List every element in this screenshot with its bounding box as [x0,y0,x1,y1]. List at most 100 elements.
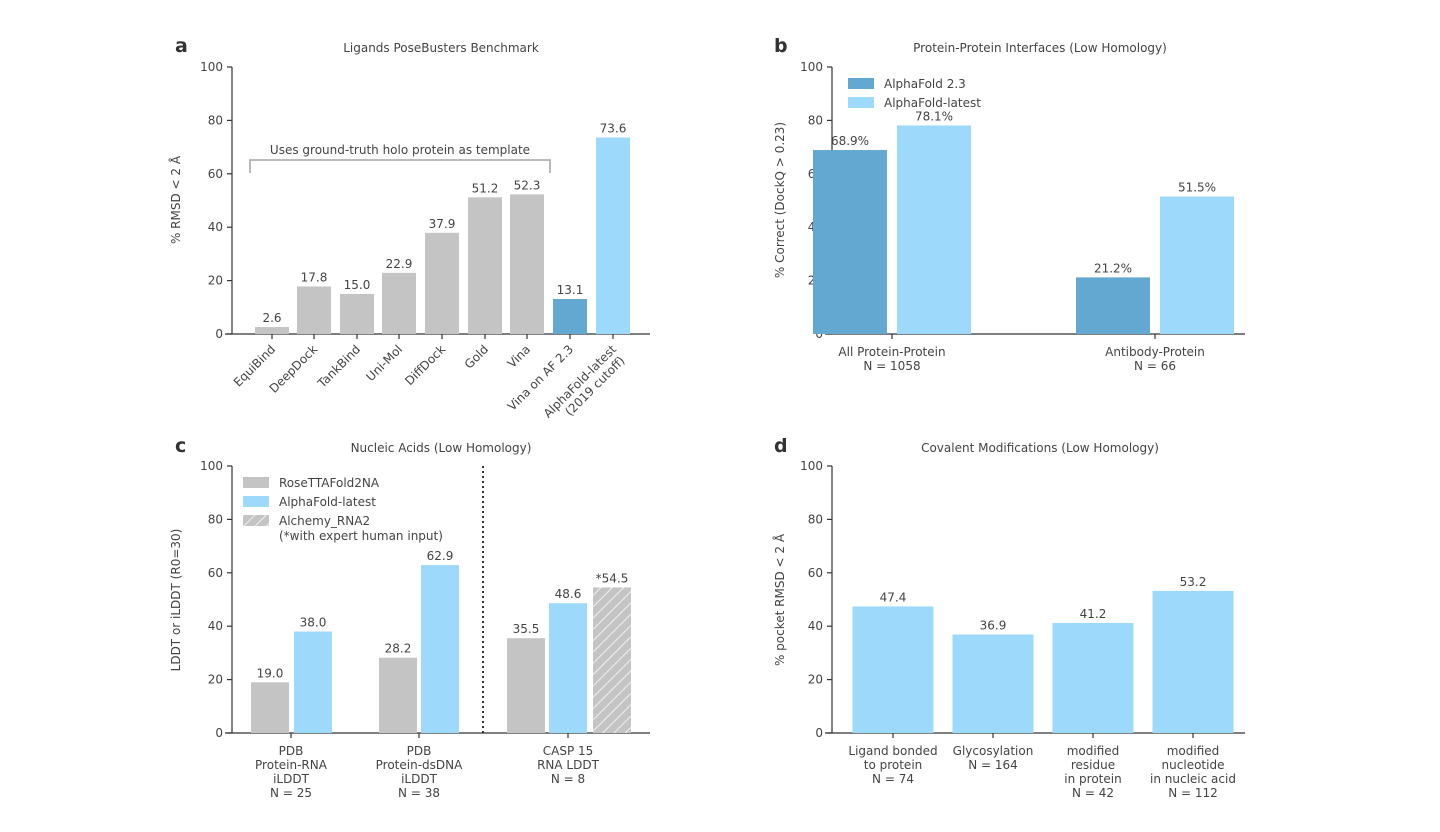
data-label: 38.0 [300,616,327,630]
y-axis-label: LDDT or iLDDT (R0=30) [169,529,183,672]
data-label: 41.2 [1080,607,1107,621]
panel-label: b [774,35,788,57]
x-tick-label: Uni-Mol [363,342,405,384]
data-label: 13.1 [557,283,584,297]
y-tick-label: 60 [808,566,823,580]
x-tick-label: DiffDock [402,342,448,388]
bar-rosettafold2na [251,682,289,733]
data-label: 17.8 [301,270,328,284]
bar-alphafold-2-3 [1076,277,1150,334]
bar-alphafold-latest [897,125,971,335]
bar-gold [468,197,502,334]
data-label: 62.9 [427,549,454,563]
legend-swatch [848,78,874,89]
y-tick-label: 100 [800,459,823,473]
bar-category-3 [1152,590,1234,733]
legend-swatch [243,496,269,507]
x-tick-label: Antibody-Protein N = 66 [1105,345,1205,373]
y-tick-label: 60 [208,566,223,580]
x-tick-label: modified residue in protein N = 42 [1064,744,1121,800]
x-tick-label: PDB Protein-dsDNA iLDDT N = 38 [376,744,463,800]
bar-uni-mol [382,272,416,334]
data-label: 35.5 [513,622,540,636]
data-label: 37.9 [429,217,456,231]
bar-category-0 [852,606,934,733]
data-label: 36.9 [980,618,1007,632]
legend-label: Alchemy_RNA2 (*with expert human input) [279,514,443,543]
y-tick-label: 80 [208,512,223,526]
y-tick-label: 40 [208,619,223,633]
bar-diffdock [425,232,459,334]
x-tick-label: modified nucleotide in nucleic acid N = 112 [1150,744,1236,800]
y-tick-label: 80 [808,113,823,127]
y-tick-label: 100 [200,459,223,473]
annotation-bracket [249,159,551,173]
panel-label: a [175,35,188,57]
y-tick-label: 20 [208,274,223,288]
y-tick-label: 40 [808,619,823,633]
data-label: 22.9 [386,257,413,271]
bar-vina-on-af-2-3 [553,299,587,334]
legend-label: AlphaFold-latest [279,495,376,509]
y-tick-label: 100 [800,60,823,74]
x-tick-label: Vina [505,342,533,370]
bar-alphafold-latest [596,137,630,334]
data-label: 52.3 [514,178,541,192]
y-tick-label: 60 [208,167,223,181]
data-label: 51.5% [1178,180,1216,194]
y-tick-label: 0 [215,327,223,341]
x-tick-label: All Protein-Protein N = 1058 [838,345,945,373]
y-tick-label: 0 [815,726,823,740]
y-tick-label: 40 [208,220,223,234]
y-tick-label: 20 [808,673,823,687]
data-label: 15.0 [344,278,371,292]
y-axis-label: % RMSD < 2 Å [168,155,183,244]
bar-alphafold-latest [294,631,332,733]
y-tick-label: 0 [215,726,223,740]
bar-category-2 [1052,622,1134,733]
x-tick-label: Ligand bonded to protein N = 74 [848,744,937,786]
bar-vina [510,194,544,334]
data-label: *54.5 [596,571,629,585]
chart-title: Ligands PoseBusters Benchmark [343,41,539,55]
y-axis-label: % Correct (DockQ > 0.23) [773,122,787,278]
legend-swatch [243,477,269,488]
x-tick-label: TankBind [314,342,363,391]
panel-label: c [175,435,186,457]
bar-tankbind [340,293,374,334]
bar-rosettafold2na [507,638,545,733]
data-label: 2.6 [262,311,281,325]
x-tick-label: CASP 15 RNA LDDT N = 8 [537,744,600,786]
legend-label: AlphaFold-latest [884,96,981,110]
legend-label: AlphaFold 2.3 [884,77,966,91]
bar-alphafold-2-3 [813,150,887,334]
legend-swatch [848,97,874,108]
y-axis-label: % pocket RMSD < 2 Å [772,533,787,666]
data-label: 21.2% [1094,261,1132,275]
chart-title: Covalent Modifications (Low Homology) [921,441,1159,455]
y-tick-label: 80 [208,113,223,127]
x-tick-label: Glycosylation N = 164 [953,744,1034,772]
data-label: 68.9% [831,134,869,148]
x-tick-label: PDB Protein-RNA iLDDT N = 25 [255,744,328,800]
data-label: 48.6 [555,587,582,601]
data-label: 73.6 [600,121,627,135]
legend-label: RoseTTAFold2NA [279,476,380,490]
legend-swatch [243,515,269,526]
chart-title: Nucleic Acids (Low Homology) [351,441,532,455]
panel-label: d [774,435,788,457]
bar-equibind [255,327,289,334]
bar-rosettafold2na [379,657,417,733]
y-tick-label: 20 [208,673,223,687]
bar-alphafold-latest [1160,196,1234,334]
bar-alphafold-latest [421,565,459,733]
data-label: 78.1% [915,109,953,123]
bar-alchemy-rna2 [593,587,631,733]
data-label: 28.2 [385,642,412,656]
y-tick-label: 100 [200,60,223,74]
bar-alphafold-latest [549,603,587,733]
annotation-text: Uses ground-truth holo protein as templa… [270,143,530,157]
data-label: 53.2 [1180,575,1207,589]
chart-title: Protein-Protein Interfaces (Low Homology… [913,41,1167,55]
